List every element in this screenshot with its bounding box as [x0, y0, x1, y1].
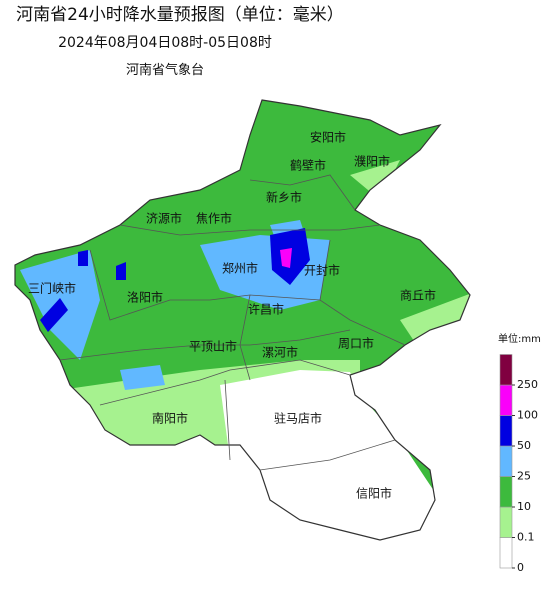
legend-swatch	[499, 415, 513, 447]
city-label: 开封市	[304, 263, 340, 278]
city-label: 周口市	[338, 336, 374, 351]
precip-fill	[15, 100, 470, 540]
legend-tick-label: 50	[517, 439, 531, 452]
agency: 河南省气象台	[126, 62, 204, 78]
city-label: 济源市	[146, 211, 182, 226]
legend-tick-label: 0.1	[517, 531, 535, 544]
city-label: 新乡市	[266, 190, 302, 205]
legend-swatch	[499, 445, 513, 477]
legend-title: 单位:mm	[498, 332, 541, 345]
city-label: 商丘市	[400, 288, 436, 303]
city-label: 平顶山市	[189, 339, 237, 354]
legend-swatch	[499, 354, 513, 386]
legend-tick-label: 0	[517, 561, 524, 574]
city-labels: 安阳市 鹤壁市 濮阳市 新乡市 济源市 焦作市 三门峡市 洛阳市 郑州市 开封市…	[28, 130, 436, 501]
city-label: 安阳市	[310, 130, 346, 145]
city-label: 焦作市	[196, 211, 232, 226]
map-title: 河南省24小时降水量预报图（单位：毫米）	[16, 5, 344, 25]
legend-tick-label: 25	[517, 470, 531, 483]
legend-tick-label: 250	[517, 378, 538, 391]
city-label: 鹤壁市	[290, 158, 326, 173]
city-label: 驻马店市	[274, 411, 322, 426]
city-label: 信阳市	[356, 486, 392, 501]
city-label: 许昌市	[248, 302, 284, 317]
city-label: 洛阳市	[127, 290, 163, 305]
legend-tick-label: 10	[517, 500, 531, 513]
city-label: 濮阳市	[354, 154, 390, 169]
legend-swatch	[499, 537, 513, 569]
legend-swatch	[499, 476, 513, 508]
city-label: 漯河市	[262, 345, 298, 360]
city-label: 郑州市	[222, 261, 258, 276]
map-subtitle: 2024年08月04日08时-05日08时	[58, 35, 272, 51]
city-label: 南阳市	[152, 411, 188, 426]
boundaries	[14, 99, 471, 541]
legend-swatch	[499, 384, 513, 416]
legend-tick-label: 100	[517, 409, 538, 422]
legend-swatch	[499, 506, 513, 538]
city-label: 三门峡市	[28, 281, 76, 296]
